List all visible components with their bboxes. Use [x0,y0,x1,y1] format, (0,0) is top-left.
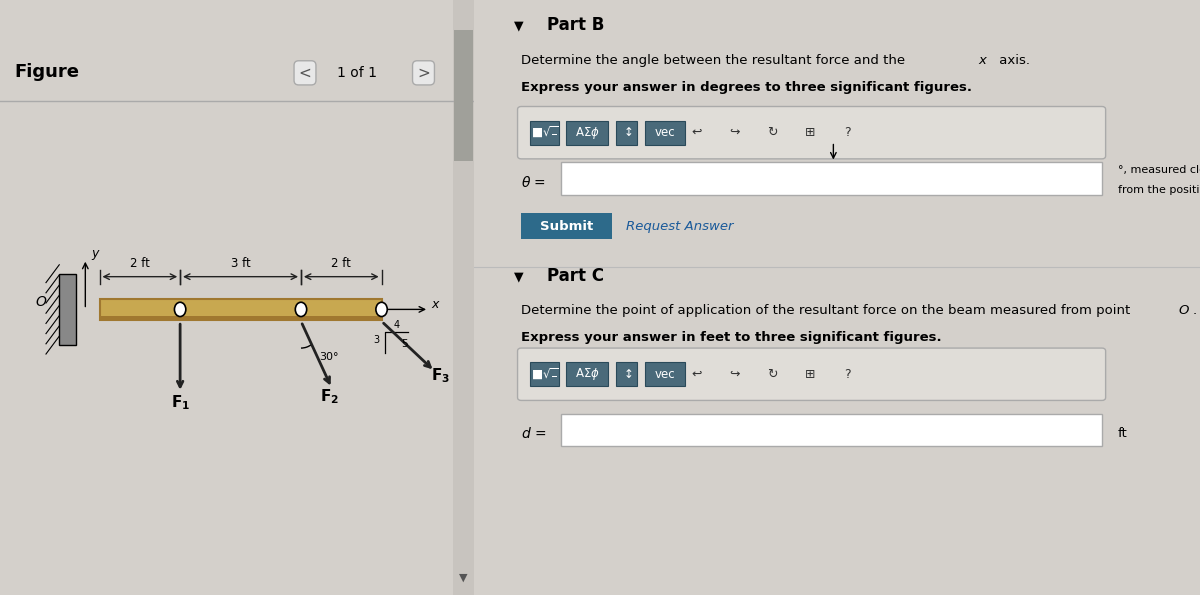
Text: ▼: ▼ [514,271,523,284]
Text: $\theta$ =: $\theta$ = [521,175,546,190]
Bar [616,121,637,145]
Text: Determine the point of application of the resultant force on the beam measured f: Determine the point of application of th… [521,304,1135,317]
Text: ▼: ▼ [460,572,468,582]
Text: °, measured clockwise: °, measured clockwise [1118,165,1200,174]
Text: A$\Sigma\phi$: A$\Sigma\phi$ [575,125,600,140]
Bar [566,121,608,145]
Text: ⊞: ⊞ [805,368,815,381]
FancyBboxPatch shape [517,348,1105,400]
Text: $\mathbf{F_1}$: $\mathbf{F_1}$ [170,393,190,412]
Text: A$\Sigma\phi$: A$\Sigma\phi$ [575,367,600,382]
Text: Part C: Part C [547,267,604,285]
Text: $d$ =: $d$ = [521,426,546,441]
FancyBboxPatch shape [517,107,1105,159]
Text: from the positive x axis: from the positive x axis [1118,185,1200,195]
Circle shape [376,302,388,317]
Text: ↻: ↻ [767,368,778,381]
Bar [100,299,382,320]
Text: axis.: axis. [995,54,1030,67]
Text: $\blacksquare\sqrt{\overline{\ }}$: $\blacksquare\sqrt{\overline{\ }}$ [530,367,558,382]
Text: $\updownarrow$: $\updownarrow$ [620,126,632,139]
Text: >: > [418,65,430,80]
Text: $\mathbf{F_3}$: $\mathbf{F_3}$ [431,366,450,385]
Text: 1 of 1: 1 of 1 [336,67,377,80]
Text: 4: 4 [394,321,400,330]
Text: 5: 5 [402,340,408,349]
Bar [100,316,382,320]
Text: vec: vec [654,126,674,139]
Text: Express your answer in feet to three significant figures.: Express your answer in feet to three sig… [521,331,942,344]
Text: 30°: 30° [319,352,338,362]
Bar [452,0,474,595]
Text: x: x [978,54,986,67]
Text: 3 ft: 3 ft [230,256,251,270]
Text: 2 ft: 2 ft [331,256,352,270]
Text: .: . [1193,304,1196,317]
Bar [644,121,684,145]
Bar [644,362,684,386]
Circle shape [295,302,307,317]
Text: Figure: Figure [14,63,79,82]
Circle shape [174,302,186,317]
Text: ↩: ↩ [691,126,702,139]
Bar [59,274,76,345]
Bar [530,121,559,145]
Text: ↪: ↪ [730,368,740,381]
Text: Submit: Submit [540,220,593,233]
Text: $\mathbf{F_2}$: $\mathbf{F_2}$ [320,387,338,406]
Bar [454,30,473,161]
Text: ?: ? [845,368,851,381]
Text: ?: ? [845,126,851,139]
FancyBboxPatch shape [562,414,1102,446]
Text: Part B: Part B [547,15,604,34]
Bar [521,213,612,239]
Text: x: x [431,298,439,311]
Text: ↻: ↻ [767,126,778,139]
Text: ↩: ↩ [691,368,702,381]
Text: ▼: ▼ [514,20,523,33]
Text: Express your answer in degrees to three significant figures.: Express your answer in degrees to three … [521,81,972,94]
FancyBboxPatch shape [562,162,1102,195]
Text: ↪: ↪ [730,126,740,139]
Text: y: y [91,247,98,260]
Bar [616,362,637,386]
Bar [530,362,559,386]
Text: vec: vec [654,368,674,381]
Text: $\updownarrow$: $\updownarrow$ [620,368,632,381]
Text: O: O [1178,304,1188,317]
Bar [566,362,608,386]
Text: 2 ft: 2 ft [130,256,150,270]
Text: ft: ft [1118,427,1128,440]
Text: Request Answer: Request Answer [626,220,734,233]
Text: 3: 3 [373,335,380,345]
Text: Determine the angle between the resultant force and the: Determine the angle between the resultan… [521,54,910,67]
Text: ⊞: ⊞ [805,126,815,139]
Text: O: O [36,296,47,309]
Text: <: < [299,65,311,80]
Text: $\blacksquare\sqrt{\overline{\ }}$: $\blacksquare\sqrt{\overline{\ }}$ [530,125,558,140]
